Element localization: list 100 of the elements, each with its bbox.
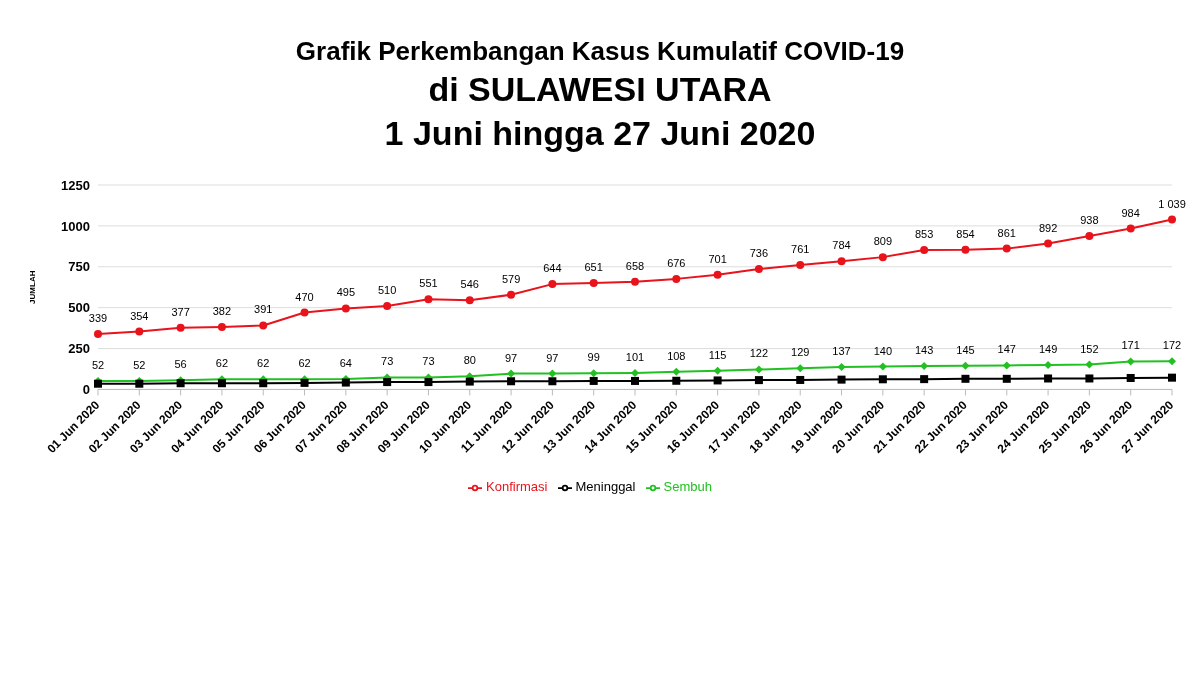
- data-label: 938: [1080, 214, 1099, 227]
- point: [837, 363, 846, 372]
- data-label: 172: [1162, 339, 1182, 352]
- point: [1168, 215, 1176, 224]
- data-label: 579: [501, 272, 521, 285]
- point: [920, 375, 929, 384]
- point: [548, 280, 557, 289]
- point: [1085, 360, 1094, 369]
- point: [878, 362, 887, 371]
- point: [754, 376, 763, 385]
- point: [672, 274, 681, 283]
- point: [796, 375, 805, 384]
- point: [383, 302, 392, 311]
- point: [94, 329, 102, 338]
- y-tick-label: 0: [82, 382, 90, 398]
- data-label: 391: [254, 303, 273, 316]
- point: [713, 376, 722, 385]
- data-label: 143: [914, 344, 934, 357]
- data-label: 354: [130, 309, 149, 322]
- data-label: 115: [708, 348, 727, 361]
- point: [424, 378, 433, 387]
- data-label: 97: [504, 351, 518, 364]
- point: [878, 375, 887, 384]
- point: [920, 245, 929, 254]
- legend-label: Meninggal: [575, 479, 636, 495]
- data-label: 736: [749, 247, 769, 260]
- point: [1044, 239, 1053, 248]
- point: [961, 361, 970, 370]
- data-label: 551: [419, 277, 438, 290]
- data-label: 101: [625, 350, 645, 363]
- data-label: 510: [377, 284, 397, 297]
- data-label: 122: [749, 347, 769, 360]
- point: [1002, 361, 1011, 370]
- point: [1002, 374, 1011, 383]
- data-label: 64: [339, 356, 352, 369]
- data-label: 644: [543, 262, 562, 275]
- point: [217, 379, 226, 388]
- point: [507, 290, 516, 299]
- point: [259, 321, 268, 330]
- data-label: 761: [791, 242, 810, 255]
- chart-subtitle: di SULAWESI UTARA 1 Juni hingga 27 Juni 2020: [383, 69, 817, 154]
- point: [672, 367, 681, 376]
- point: [176, 323, 185, 332]
- point: [259, 379, 268, 388]
- data-label: 149: [1038, 343, 1058, 356]
- data-label: 152: [1080, 342, 1099, 355]
- point: [217, 322, 226, 331]
- data-label: 56: [174, 358, 187, 371]
- point: [341, 304, 350, 313]
- data-label: 62: [257, 357, 270, 370]
- point: [796, 364, 805, 373]
- data-label: 80: [463, 354, 476, 367]
- data-label: 147: [997, 343, 1016, 356]
- point: [1126, 224, 1135, 233]
- point: [1085, 232, 1094, 241]
- data-label: 651: [584, 260, 603, 273]
- legend-label: Konfirmasi: [486, 479, 548, 495]
- y-axis-title: JUMLAH: [27, 270, 37, 304]
- point: [589, 369, 598, 378]
- data-label: 470: [295, 290, 314, 303]
- data-label: 140: [873, 344, 893, 357]
- data-label: 73: [381, 355, 394, 368]
- point: [1126, 373, 1135, 382]
- point: [548, 377, 557, 386]
- point: [589, 376, 598, 385]
- data-label: 382: [212, 304, 232, 317]
- y-tick-label: 500: [68, 300, 90, 316]
- y-tick-label: 250: [68, 341, 90, 357]
- data-label: 784: [832, 239, 851, 252]
- data-label: 853: [914, 227, 934, 240]
- data-label: 73: [422, 355, 435, 368]
- data-label: 854: [956, 227, 975, 240]
- point: [713, 270, 722, 279]
- data-label: 52: [133, 358, 146, 371]
- data-label: 129: [791, 346, 810, 359]
- point: [796, 260, 805, 269]
- point: [465, 296, 474, 305]
- point: [878, 253, 887, 262]
- data-label: 145: [956, 343, 975, 356]
- point: [1168, 357, 1176, 366]
- data-label: 137: [832, 345, 851, 358]
- point: [1044, 374, 1053, 383]
- point: [548, 369, 557, 378]
- point: [754, 265, 763, 274]
- point: [341, 378, 350, 387]
- data-label: 108: [667, 349, 686, 362]
- data-label: 97: [546, 351, 559, 364]
- point: [507, 377, 516, 386]
- legend-label: Sembuh: [663, 479, 712, 495]
- point: [754, 365, 763, 374]
- data-label: 676: [667, 256, 686, 269]
- data-label: 1 039: [1158, 197, 1186, 210]
- point: [383, 378, 392, 387]
- point: [300, 308, 309, 317]
- data-label: 546: [460, 278, 479, 291]
- point: [507, 369, 516, 378]
- data-label: 62: [215, 357, 229, 370]
- point: [837, 375, 846, 384]
- point: [631, 277, 639, 286]
- point: [631, 368, 639, 377]
